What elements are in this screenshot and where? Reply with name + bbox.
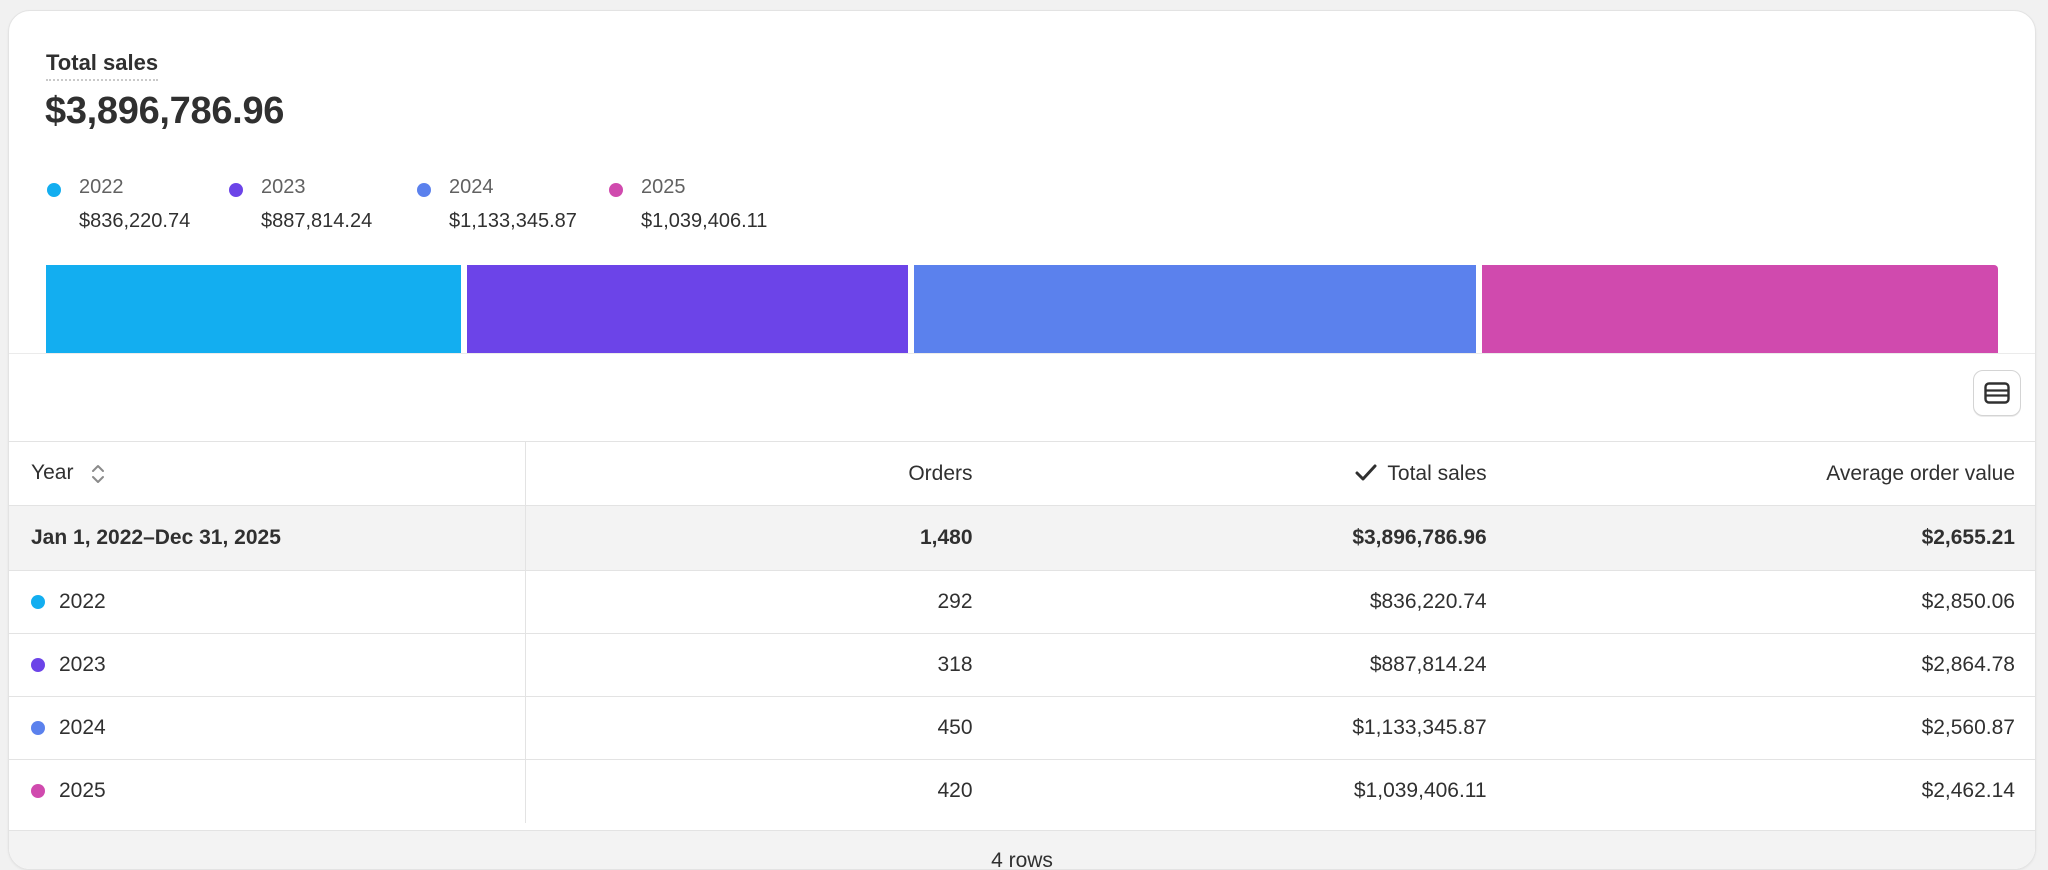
column-header-total-sales[interactable]: Total sales	[993, 442, 1507, 506]
table-row[interactable]: 2023 318 $887,814.24 $2,864.78	[9, 633, 2035, 697]
year-label: 2023	[59, 653, 106, 676]
table-row[interactable]: 2022 292 $836,220.74 $2,850.06	[9, 570, 2035, 634]
legend-label: 2023	[261, 176, 306, 198]
bar-segment-2025[interactable]	[1482, 265, 1998, 353]
bar-segment-2024[interactable]	[913, 265, 1477, 353]
total-sales-cell: $1,133,345.87	[1352, 716, 1487, 739]
sort-updown-icon[interactable]	[91, 462, 105, 486]
year-label: 2024	[59, 716, 106, 739]
orders-cell: 450	[937, 716, 973, 739]
column-header-average-order-value[interactable]: Average order value	[1507, 442, 2035, 506]
summary-row: Jan 1, 2022–Dec 31, 2025 1,480 $3,896,78…	[9, 505, 2035, 571]
series-dot	[31, 595, 45, 609]
total-sales-cell: $887,814.24	[1369, 653, 1487, 676]
legend-dot	[47, 183, 61, 197]
year-cell: 2022	[9, 570, 526, 634]
orders-cell: 318	[937, 653, 973, 676]
column-toggle-button[interactable]	[1973, 370, 2021, 416]
sales-table: Year Orders Total sales Average order va…	[9, 441, 2035, 823]
legend-dot	[609, 183, 623, 197]
summary-date-range: Jan 1, 2022–Dec 31, 2025	[9, 505, 526, 571]
total-sales-cell: $836,220.74	[1369, 590, 1487, 613]
column-header-label: Year	[31, 461, 74, 485]
table-header-row: Year Orders Total sales Average order va…	[9, 441, 2035, 506]
metric-title[interactable]: Total sales	[46, 50, 159, 81]
series-dot	[31, 784, 45, 799]
legend-value: $1,133,345.87	[449, 210, 577, 232]
orders-cell: 292	[937, 590, 973, 613]
table-layout-icon	[1984, 382, 2010, 404]
report-table-region: Year Orders Total sales Average order va…	[9, 353, 2035, 870]
aov-cell: $2,850.06	[1921, 590, 2015, 613]
legend-label: 2024	[449, 176, 494, 198]
series-dot	[31, 658, 45, 672]
column-header-orders[interactable]: Orders	[525, 442, 992, 506]
aov-cell: $2,864.78	[1921, 653, 2015, 676]
legend-label: 2022	[79, 176, 124, 198]
year-label: 2022	[59, 590, 106, 613]
row-count: 4 rows	[991, 849, 1053, 870]
series-dot	[31, 721, 45, 735]
year-cell: 2024	[9, 696, 526, 760]
table-row[interactable]: 2025 420 $1,039,406.11 $2,462.14	[9, 759, 2035, 823]
column-header-label: Total sales	[1387, 461, 1487, 485]
metric-value: $3,896,786.96	[45, 90, 285, 132]
orders-cell: 420	[937, 779, 973, 803]
legend-dot	[417, 183, 431, 197]
total-sales-cell: $1,039,406.11	[1353, 779, 1487, 803]
aov-cell: $2,560.87	[1921, 716, 2015, 739]
summary-aov: $2,655.21	[1921, 526, 2015, 549]
table-footer: 4 rows	[9, 830, 2035, 870]
total-sales-card: Total sales $3,896,786.96 2022 $836,220.…	[8, 10, 2036, 870]
year-cell: 2023	[9, 633, 526, 697]
column-header-label: Average order value	[1826, 461, 2015, 485]
column-header-label: Orders	[908, 461, 973, 485]
summary-orders: 1,480	[919, 526, 973, 549]
legend-label: 2025	[641, 176, 686, 198]
bar-segment-2023[interactable]	[467, 265, 908, 353]
legend-value: $887,814.24	[261, 210, 373, 232]
table-row[interactable]: 2024 450 $1,133,345.87 $2,560.87	[9, 696, 2035, 760]
year-cell: 2025	[9, 759, 526, 823]
year-label: 2025	[59, 779, 106, 803]
legend-value: $836,220.74	[79, 210, 191, 232]
legend-dot	[229, 183, 243, 197]
legend-value: $1,039,406.11	[641, 210, 768, 232]
aov-cell: $2,462.14	[1921, 779, 2015, 803]
stacked-bar-chart	[46, 265, 1998, 353]
summary-total-sales: $3,896,786.96	[1352, 526, 1487, 549]
column-header-year[interactable]: Year	[9, 441, 526, 506]
bar-segment-2022[interactable]	[46, 265, 462, 353]
checkmark-icon	[1355, 464, 1377, 480]
